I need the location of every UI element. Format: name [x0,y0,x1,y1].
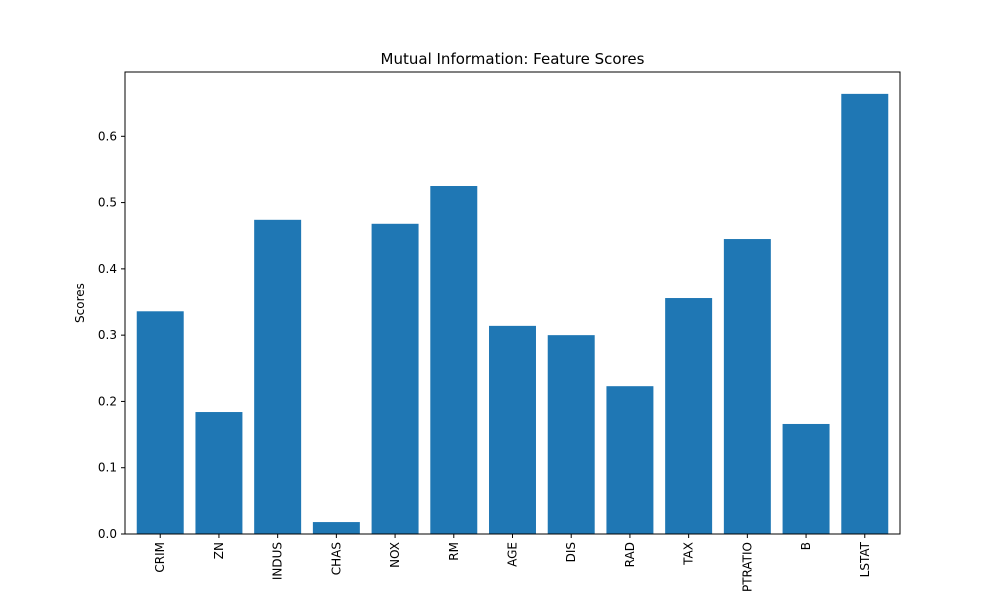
x-tick-label-ptratio: PTRATIO [740,542,754,592]
y-tick-label: 0.1 [98,461,117,475]
y-tick-label: 0.5 [98,196,117,210]
y-tick-label: 0.6 [98,129,117,143]
bar-indus [254,219,302,535]
chart-title: Mutual Information: Feature Scores [381,50,645,68]
bar-rm [430,186,478,534]
bar-b [782,423,830,534]
x-tick-label-indus: INDUS [271,542,285,580]
x-tick-label-dis: DIS [564,542,578,562]
bars-layer [136,93,889,535]
y-axis-ticks: 0.0 0.1 0.2 0.3 0.4 0.5 0.6 [98,129,125,541]
x-tick-label-rm: RM [447,542,461,561]
x-tick-label-rad: RAD [623,542,637,567]
x-axis-ticks: CRIM ZN INDUS CHAS NOX RM AGE DIS RAD TAX PTRATIO B… [153,534,872,592]
x-tick-label-tax: TAX [682,542,696,566]
x-tick-label-lstat: LSTAT [858,541,872,577]
y-axis-label: Scores [73,283,87,323]
y-tick-label: 0.4 [98,262,117,276]
bar-nox [371,223,419,534]
bar-crim [136,311,184,534]
x-tick-label-nox: NOX [388,542,402,568]
bar-dis [547,335,595,534]
x-tick-label-zn: ZN [212,542,226,559]
bar-lstat [841,93,889,534]
y-tick-label: 0.3 [98,328,117,342]
x-tick-label-b: B [799,542,813,550]
y-tick-label: 0.0 [98,527,117,541]
plot-area-frame [124,71,901,535]
bar-age [489,325,536,534]
x-tick-label-age: AGE [506,542,520,567]
bar-rad [606,386,654,534]
bar-zn [195,412,243,534]
bar-chas [312,522,360,534]
bar-ptratio [723,239,771,534]
bar-tax [665,298,713,534]
x-tick-label-crim: CRIM [153,542,167,573]
x-tick-label-chas: CHAS [329,542,343,575]
y-tick-label: 0.2 [98,394,117,408]
